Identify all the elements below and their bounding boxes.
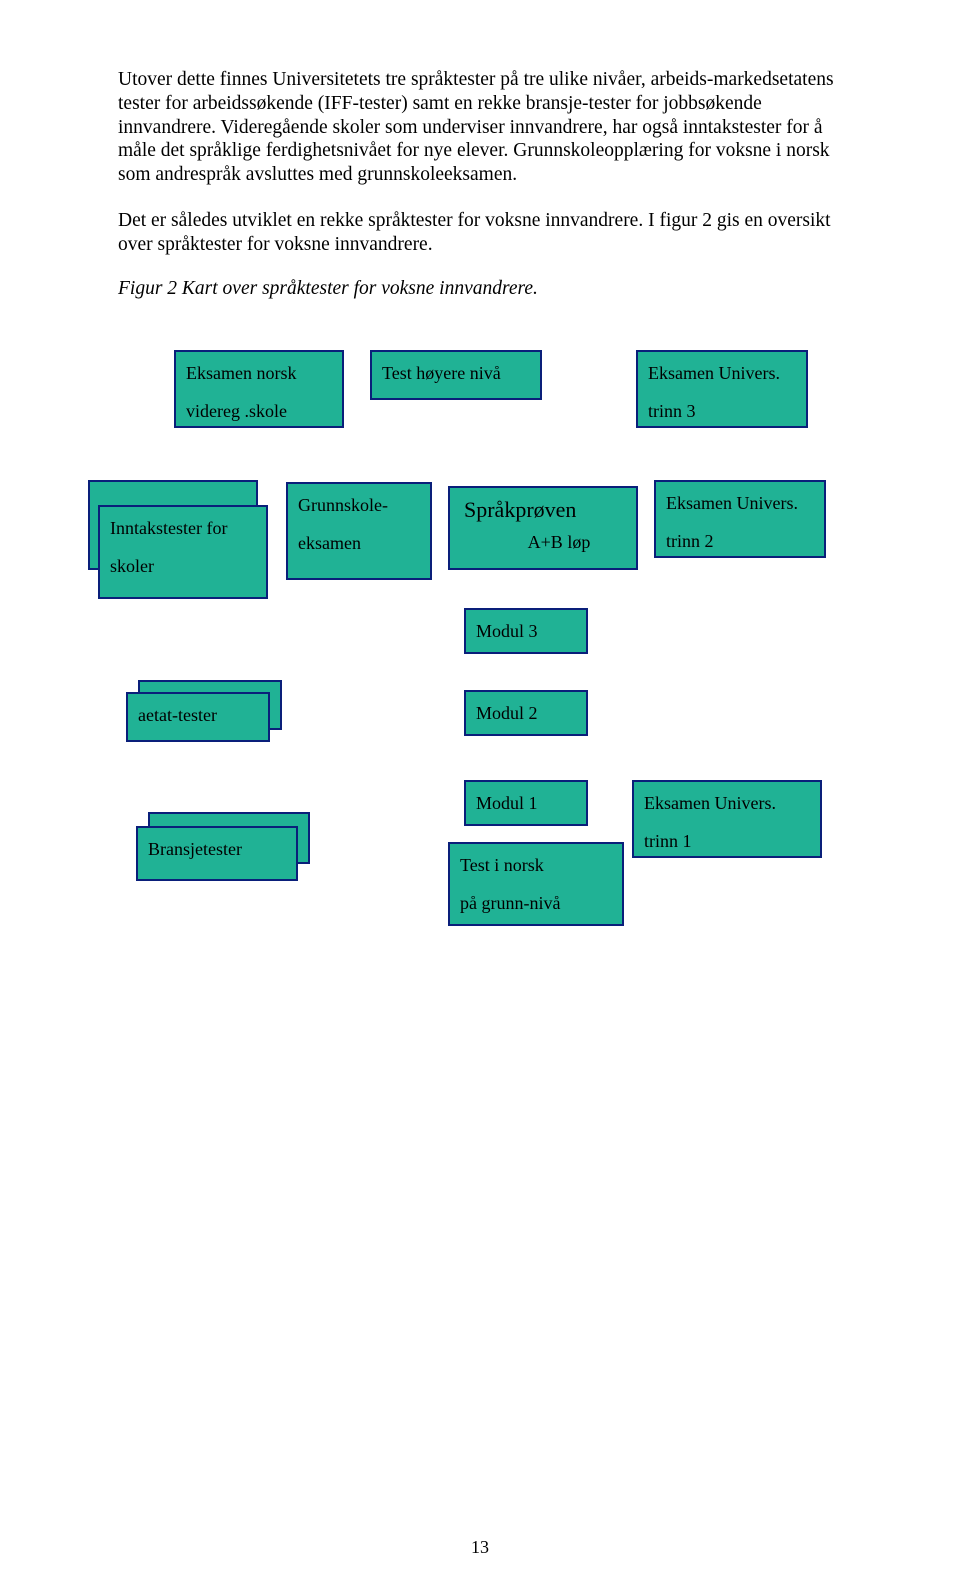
figure-2-diagram: Eksamen norsk videreg .skole Test høyere n… (88, 350, 848, 1130)
box-label: Modul 1 (476, 792, 576, 815)
box-label: Test i norsk (460, 854, 612, 877)
box-sublabel: eksamen (298, 532, 420, 555)
paragraph-1: Utover dette finnes Universitetets tre s… (118, 68, 860, 187)
diagram-box-r1b: Test høyere nivå (370, 350, 542, 400)
diagram-box-r2a: Inntakstester for skoler (98, 505, 268, 599)
diagram-box-bransje: Bransjetester (136, 826, 298, 881)
page-number: 13 (0, 1537, 960, 1558)
box-label: Inntakstester for (110, 517, 256, 540)
box-label: Eksamen Univers. (666, 492, 814, 515)
box-sublabel: trinn 2 (666, 530, 814, 553)
box-sublabel: trinn 1 (644, 830, 810, 853)
diagram-box-r2c: Språkprøven A+B løp (448, 486, 638, 570)
box-sublabel: videreg .skole (186, 400, 332, 423)
page: Utover dette finnes Universitetets tre s… (0, 0, 960, 1586)
diagram-box-r1a: Eksamen norsk videreg .skole (174, 350, 344, 428)
box-label: Eksamen Univers. (648, 362, 796, 385)
box-label: Eksamen Univers. (644, 792, 810, 815)
diagram-box-testnorsk: Test i norsk på grunn-nivå (448, 842, 624, 926)
box-label: Modul 3 (476, 620, 576, 643)
diagram-box-r4d: Eksamen Univers. trinn 1 (632, 780, 822, 858)
diagram-box-mod2: Modul 2 (464, 690, 588, 736)
diagram-box-r2b: Grunnskole-eksamen (286, 482, 432, 580)
box-label: Eksamen norsk (186, 362, 332, 385)
diagram-box-mod3: Modul 3 (464, 608, 588, 654)
paragraph-2: Det er således utviklet en rekke språkte… (118, 209, 860, 257)
box-label: aetat-tester (138, 704, 258, 727)
figure-caption: Figur 2 Kart over språktester for voksne… (118, 278, 860, 300)
box-sublabel: på grunn-nivå (460, 892, 612, 915)
box-label: Modul 2 (476, 702, 576, 725)
diagram-box-r1c: Eksamen Univers. trinn 3 (636, 350, 808, 428)
box-label: Test høyere nivå (382, 362, 530, 385)
box-sublabel: skoler (110, 555, 256, 578)
box-label: Bransjetester (148, 838, 286, 861)
box-label: Grunnskole- (298, 494, 420, 517)
box-label: Språkprøven (464, 496, 626, 525)
box-sublabel: trinn 3 (648, 400, 796, 423)
diagram-box-aetat: aetat-tester (126, 692, 270, 742)
box-sublabel: A+B løp (492, 531, 626, 554)
diagram-box-mod1: Modul 1 (464, 780, 588, 826)
diagram-box-r2d: Eksamen Univers. trinn 2 (654, 480, 826, 558)
